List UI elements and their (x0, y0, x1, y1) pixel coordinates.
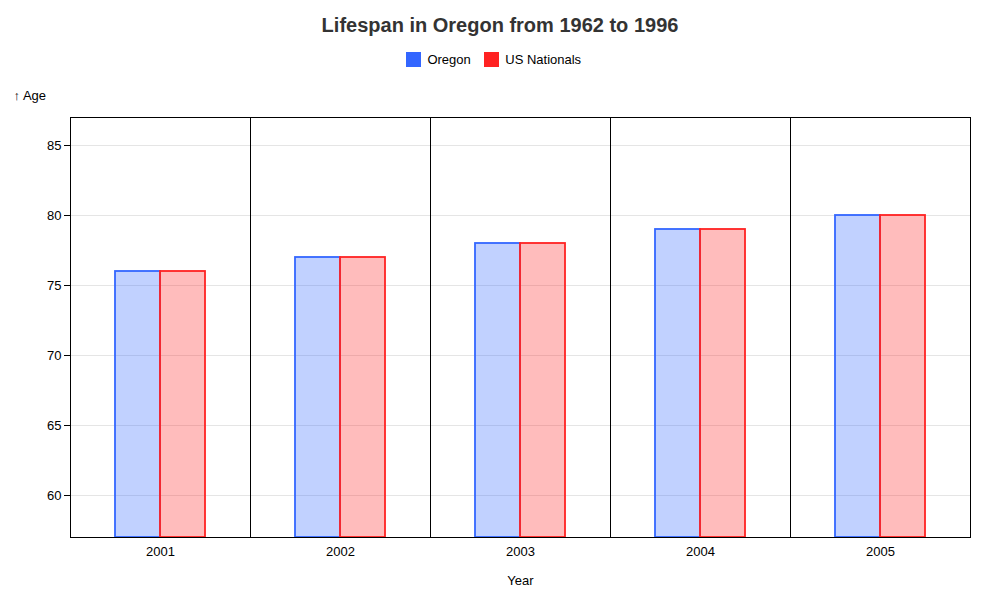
html-text:Lifespan in Oregon from 1962 t: Lifespan in Oregon from 1962 to 1996 (321, 14, 679, 36)
svg-text:85: 85 (47, 137, 61, 152)
svg-text:Year: Year (507, 572, 534, 587)
svg-text:↑ Age: ↑ Age (14, 87, 47, 102)
svg-text:2004: 2004 (686, 543, 715, 558)
svg-text:2003: 2003 (506, 543, 535, 558)
html-text:US Nationals: US Nationals (505, 52, 582, 67)
svg-text:80: 80 (47, 207, 61, 222)
svg-text:65: 65 (47, 417, 61, 432)
svg-text:2002: 2002 (326, 543, 355, 558)
svg-text:75: 75 (47, 277, 61, 292)
svg-text:70: 70 (47, 347, 61, 362)
html-text:Oregon: Oregon (427, 52, 471, 67)
svg-text:60: 60 (47, 487, 61, 502)
svg-text:2001: 2001 (146, 543, 175, 558)
svg-text:2005: 2005 (866, 543, 895, 558)
